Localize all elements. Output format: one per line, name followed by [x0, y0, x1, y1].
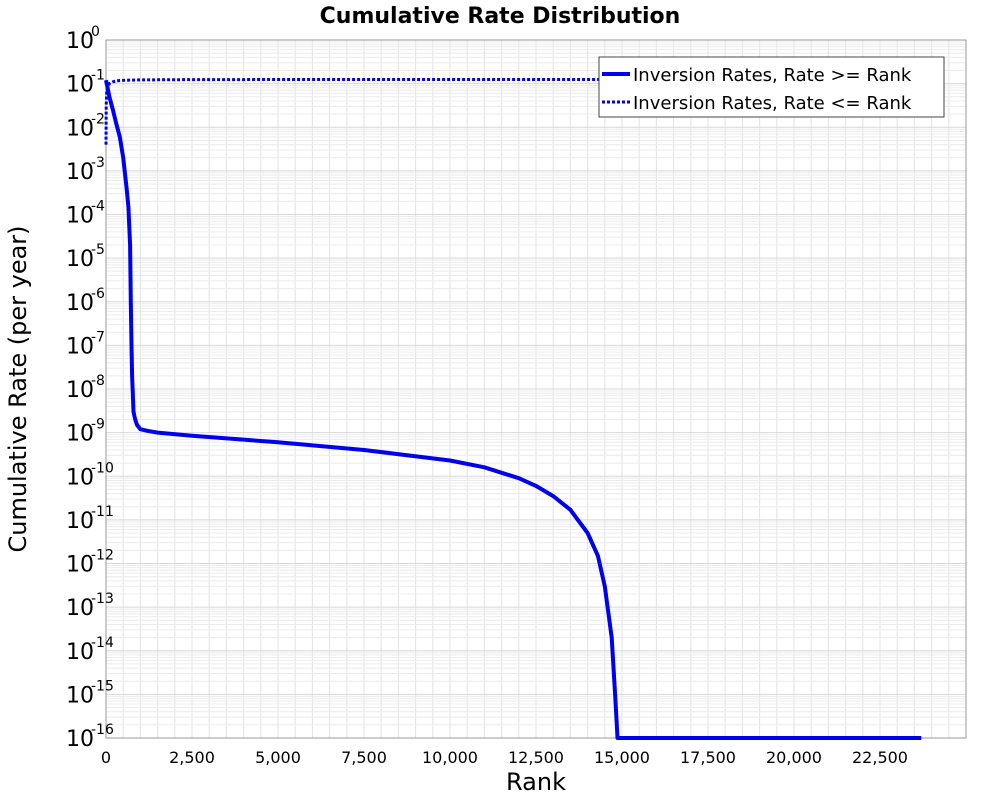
y-tick-base: 10	[66, 204, 94, 229]
chart-title: Cumulative Rate Distribution	[320, 4, 681, 29]
y-tick-label: 10-9	[66, 417, 105, 447]
y-tick-base: 10	[66, 465, 94, 490]
y-tick-exponent: -4	[91, 199, 105, 215]
y-tick-label: 10-5	[66, 242, 105, 272]
y-tick-base: 10	[66, 553, 94, 578]
y-tick-label: 10-11	[66, 504, 114, 534]
x-axis: 0 2,500 5,000 7,500 10,000 12,500 15,000 17,500…	[101, 748, 908, 767]
y-tick-exponent: -9	[91, 417, 105, 433]
y-tick-base: 10	[66, 116, 94, 141]
y-tick-label: 10-10	[66, 460, 114, 490]
y-tick-exponent: -6	[91, 286, 105, 302]
y-tick-exponent: -1	[91, 68, 105, 84]
x-axis-label: Rank	[506, 768, 566, 796]
x-tick-label: 7,500	[341, 748, 387, 767]
y-tick-base: 10	[66, 334, 94, 359]
y-tick-base: 10	[66, 160, 94, 185]
grid	[105, 40, 967, 739]
y-tick-label: 10-15	[66, 678, 114, 708]
y-tick-exponent: -8	[91, 373, 105, 389]
y-tick-exponent: 0	[91, 24, 100, 40]
y-tick-base: 10	[66, 640, 94, 665]
y-axis: 10010-110-210-310-410-510-610-710-810-91…	[66, 24, 114, 752]
y-tick-base: 10	[66, 422, 94, 447]
x-tick-label: 10,000	[422, 748, 478, 767]
x-tick-label: 0	[101, 748, 111, 767]
y-tick-exponent: -3	[91, 155, 105, 171]
y-tick-label: 10-8	[66, 373, 105, 403]
legend-item: Inversion Rates, Rate >= Rank	[602, 65, 912, 86]
y-tick-base: 10	[66, 29, 94, 54]
series-layer	[104, 78, 922, 740]
y-tick-label: 10-2	[66, 111, 105, 141]
legend-item: Inversion Rates, Rate <= Rank	[602, 93, 912, 114]
y-tick-exponent: -14	[91, 635, 114, 651]
legend-label: Inversion Rates, Rate >= Rank	[633, 65, 912, 86]
y-tick-base: 10	[66, 73, 94, 98]
y-tick-exponent: -15	[91, 678, 114, 694]
x-tick-label: 12,500	[508, 748, 564, 767]
y-tick-base: 10	[66, 247, 94, 272]
x-tick-label: 2,500	[169, 748, 215, 767]
legend-label: Inversion Rates, Rate <= Rank	[633, 93, 912, 114]
y-tick-label: 10-14	[66, 635, 114, 665]
y-tick-base: 10	[66, 596, 94, 621]
y-tick-exponent: -12	[91, 548, 114, 564]
y-tick-label: 10-7	[66, 329, 105, 359]
y-tick-exponent: -7	[91, 329, 105, 345]
series-line-rate-le-rank	[104, 78, 922, 145]
y-tick-exponent: -16	[91, 722, 114, 738]
x-tick-label: 22,500	[852, 748, 908, 767]
x-tick-label: 20,000	[766, 748, 822, 767]
y-tick-label: 10-1	[66, 68, 105, 98]
y-tick-label: 10-6	[66, 286, 105, 316]
y-tick-label: 10-3	[66, 155, 105, 185]
y-tick-exponent: -2	[91, 111, 105, 127]
y-tick-exponent: -5	[91, 242, 105, 258]
legend: Inversion Rates, Rate >= Rank Inversion R…	[598, 56, 945, 118]
series-line-rate-ge-rank	[104, 79, 922, 740]
y-tick-label: 100	[66, 24, 100, 54]
y-tick-label: 10-13	[66, 591, 114, 621]
plot-area	[105, 39, 967, 739]
y-axis-label: Cumulative Rate (per year)	[4, 225, 32, 552]
y-tick-base: 10	[66, 291, 94, 316]
y-tick-base: 10	[66, 683, 94, 708]
y-tick-base: 10	[66, 509, 94, 534]
x-tick-label: 15,000	[594, 748, 650, 767]
y-tick-label: 10-12	[66, 548, 114, 578]
y-tick-label: 10-4	[66, 199, 105, 229]
legend-box	[598, 56, 945, 118]
y-tick-exponent: -11	[91, 504, 114, 520]
y-tick-exponent: -13	[91, 591, 114, 607]
y-tick-base: 10	[66, 378, 94, 403]
y-tick-base: 10	[66, 727, 94, 752]
y-tick-label: 10-16	[66, 722, 114, 752]
x-tick-label: 5,000	[255, 748, 301, 767]
y-tick-exponent: -10	[91, 460, 114, 476]
x-tick-label: 17,500	[680, 748, 736, 767]
